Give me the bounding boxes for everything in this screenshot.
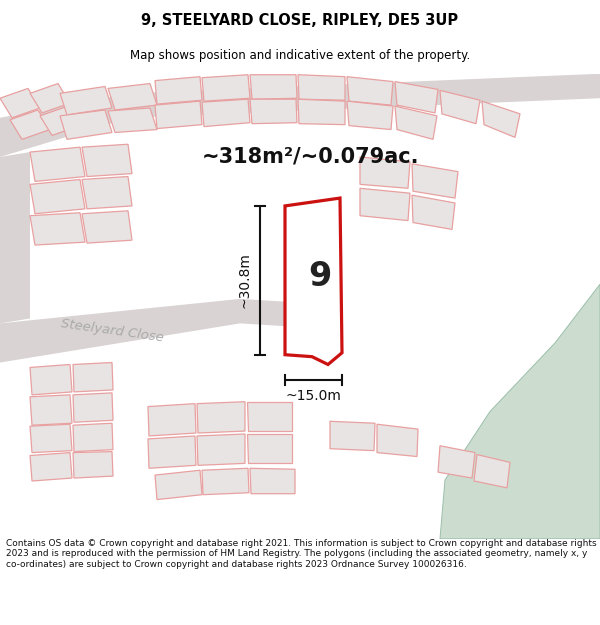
Polygon shape: [377, 424, 418, 456]
Polygon shape: [30, 364, 72, 395]
Polygon shape: [298, 99, 345, 124]
Polygon shape: [250, 468, 295, 494]
Polygon shape: [108, 84, 157, 110]
Polygon shape: [82, 176, 132, 209]
Polygon shape: [474, 454, 510, 488]
Polygon shape: [285, 198, 342, 364]
Polygon shape: [440, 284, 600, 539]
Text: Steelyard Close: Steelyard Close: [60, 318, 164, 345]
Polygon shape: [40, 106, 80, 136]
Polygon shape: [347, 101, 393, 129]
Polygon shape: [10, 110, 50, 139]
Polygon shape: [360, 157, 410, 188]
Polygon shape: [412, 195, 455, 229]
Polygon shape: [30, 147, 85, 181]
Text: 9, STEELYARD CLOSE, RIPLEY, DE5 3UP: 9, STEELYARD CLOSE, RIPLEY, DE5 3UP: [142, 13, 458, 28]
Polygon shape: [108, 108, 157, 132]
Text: Map shows position and indicative extent of the property.: Map shows position and indicative extent…: [130, 49, 470, 62]
Polygon shape: [202, 75, 250, 101]
Polygon shape: [250, 99, 297, 124]
Text: ~15.0m: ~15.0m: [286, 389, 341, 403]
Polygon shape: [155, 470, 202, 499]
Polygon shape: [73, 452, 113, 478]
Text: Contains OS data © Crown copyright and database right 2021. This information is : Contains OS data © Crown copyright and d…: [6, 539, 596, 569]
Polygon shape: [60, 110, 112, 139]
Text: ~318m²/~0.079ac.: ~318m²/~0.079ac.: [201, 147, 419, 167]
Polygon shape: [197, 402, 245, 433]
Polygon shape: [30, 179, 85, 214]
Polygon shape: [155, 101, 202, 129]
Polygon shape: [73, 423, 113, 452]
Polygon shape: [440, 91, 480, 124]
Polygon shape: [330, 421, 375, 451]
Polygon shape: [30, 84, 70, 113]
Polygon shape: [82, 144, 132, 176]
Polygon shape: [73, 393, 113, 422]
Polygon shape: [82, 211, 132, 243]
Polygon shape: [148, 404, 196, 436]
Polygon shape: [60, 86, 112, 115]
Polygon shape: [155, 77, 202, 104]
Polygon shape: [148, 436, 196, 468]
Polygon shape: [30, 452, 72, 481]
Polygon shape: [0, 74, 600, 157]
Polygon shape: [395, 82, 438, 113]
Polygon shape: [250, 75, 297, 99]
Polygon shape: [202, 468, 249, 495]
Text: ~30.8m: ~30.8m: [238, 253, 252, 308]
Polygon shape: [298, 75, 345, 100]
Polygon shape: [360, 188, 410, 221]
Polygon shape: [438, 446, 475, 478]
Polygon shape: [30, 395, 72, 425]
Polygon shape: [197, 434, 245, 466]
Polygon shape: [202, 99, 250, 127]
Polygon shape: [30, 424, 72, 452]
Polygon shape: [247, 434, 292, 463]
Polygon shape: [347, 77, 393, 105]
Polygon shape: [30, 213, 85, 245]
Polygon shape: [73, 362, 113, 392]
Polygon shape: [247, 402, 292, 431]
Polygon shape: [412, 164, 458, 198]
Polygon shape: [0, 299, 320, 362]
Text: 9: 9: [308, 260, 332, 293]
Polygon shape: [0, 152, 30, 323]
Polygon shape: [395, 106, 437, 139]
Polygon shape: [482, 101, 520, 138]
Polygon shape: [0, 88, 40, 118]
